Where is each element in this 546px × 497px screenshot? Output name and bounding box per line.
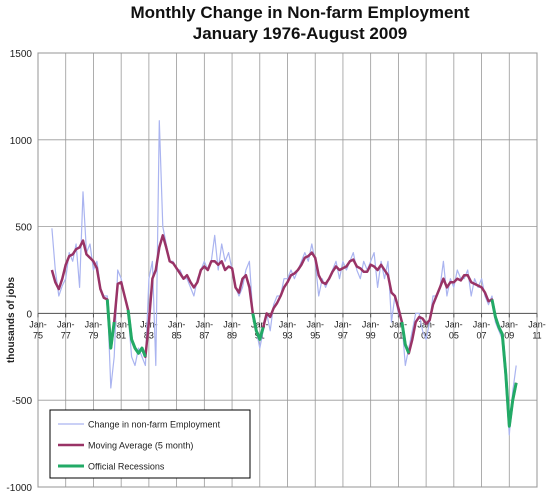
x-tick-label: Jan-07 xyxy=(473,319,491,340)
y-tick-label: -500 xyxy=(12,396,32,407)
x-tick-label: Jan-77 xyxy=(57,319,75,340)
chart-subtitle: January 1976-August 2009 xyxy=(193,24,408,43)
x-tick-label: Jan-09 xyxy=(501,319,519,340)
series-line xyxy=(105,299,518,428)
x-tick-label: Jan-97 xyxy=(334,319,352,340)
y-tick-label: -1000 xyxy=(6,483,32,494)
chart-title: Monthly Change in Non-farm Employment xyxy=(130,3,469,22)
y-tick-label: 0 xyxy=(26,309,32,320)
x-tick-label: Jan-85 xyxy=(168,319,186,340)
x-tick-label: Jan-75 xyxy=(29,319,47,340)
x-tick-label: Jan-05 xyxy=(445,319,463,340)
x-tick-label: Jan-93 xyxy=(279,319,297,340)
x-tick-label: Jan-01 xyxy=(390,319,408,340)
y-tick-label: 1000 xyxy=(10,136,33,147)
y-tick-label: 1500 xyxy=(10,49,33,60)
legend-label: Moving Average (5 month) xyxy=(88,441,193,451)
legend: Change in non-farm Employment Moving Aver… xyxy=(49,409,251,479)
x-tick-label: Jan-81 xyxy=(112,319,130,340)
y-tick-label: 500 xyxy=(15,223,32,234)
x-tick-label: Jan-99 xyxy=(362,319,380,340)
x-tick-label: Jan-11 xyxy=(528,319,546,340)
x-tick-label: Jan-87 xyxy=(196,319,214,340)
x-tick-label: Jan-79 xyxy=(85,319,103,340)
legend-label: Change in non-farm Employment xyxy=(88,420,221,430)
x-tick-label: Jan-95 xyxy=(306,319,324,340)
x-tick-label: Jan-89 xyxy=(223,319,241,340)
legend-label: Official Recessions xyxy=(88,462,165,472)
y-axis-label: thousands of jobs xyxy=(6,277,17,364)
